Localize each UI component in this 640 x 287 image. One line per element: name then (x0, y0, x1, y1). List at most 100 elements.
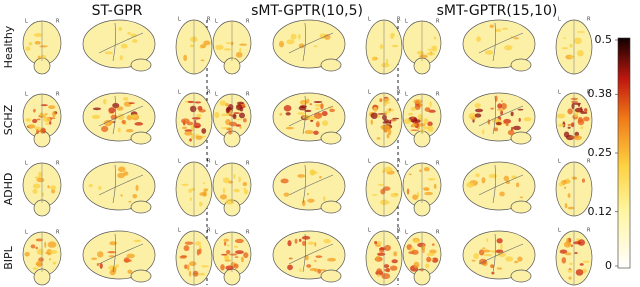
sulcus (492, 233, 496, 273)
activation (48, 105, 56, 110)
hemisphere-right: R (246, 161, 250, 167)
activation (482, 129, 485, 135)
activation (427, 121, 433, 127)
activation (486, 238, 489, 243)
activation (564, 252, 572, 256)
activation (188, 270, 192, 277)
activation (582, 260, 590, 263)
activation (497, 252, 507, 258)
row-label: ADHD (2, 173, 15, 206)
activation (568, 55, 575, 59)
activation (32, 267, 38, 270)
activation (431, 45, 438, 52)
cerebellum (130, 131, 152, 145)
activation (117, 127, 121, 133)
activation (386, 133, 390, 139)
activation (419, 54, 428, 59)
hemisphere-right: R (56, 92, 60, 98)
activation (320, 103, 324, 110)
hemisphere-right: R (436, 19, 440, 25)
brain-grid: L R L R L R L R L R L RL R L R L R L R L R L RL R L R L R L R L R L RL R L R… (22, 17, 593, 286)
activation (382, 121, 392, 124)
hemisphere-right: R (207, 159, 211, 165)
activation (301, 199, 306, 207)
activation (488, 173, 498, 179)
activation (36, 129, 40, 135)
activation (504, 44, 513, 51)
activation (189, 197, 192, 202)
hemisphere-right: R (397, 228, 401, 234)
activation (377, 113, 386, 115)
activation (570, 97, 579, 101)
activation (503, 175, 510, 182)
activation (391, 259, 398, 264)
activation (433, 183, 437, 189)
activation (581, 178, 586, 183)
activation (390, 192, 399, 198)
activation (414, 238, 418, 243)
activation (108, 255, 115, 258)
activation (225, 249, 231, 255)
activation (423, 188, 430, 191)
activation (317, 121, 320, 124)
hemisphere-right: R (587, 228, 591, 234)
activation (104, 51, 114, 55)
activation (418, 269, 425, 271)
activation (32, 118, 38, 124)
activation (408, 173, 412, 176)
activation (294, 238, 298, 244)
activation (310, 119, 314, 122)
activation (280, 178, 289, 184)
activation (487, 119, 491, 125)
activation (190, 133, 195, 140)
activation (411, 249, 419, 255)
hemisphere-right: R (436, 230, 440, 236)
activation (392, 117, 400, 120)
activation (491, 271, 495, 275)
activation (184, 264, 188, 270)
activation (301, 101, 306, 105)
hemisphere-right: R (397, 90, 401, 96)
activation (323, 238, 331, 244)
activation (376, 114, 381, 118)
activation (383, 111, 391, 114)
cerebellum (130, 58, 152, 72)
cerebellum (130, 269, 152, 283)
sulcus (112, 164, 116, 204)
activation (28, 41, 33, 46)
hemisphere-right: R (246, 19, 250, 25)
activation (225, 265, 234, 271)
activation (428, 109, 436, 113)
activation (379, 199, 389, 206)
sulcus (492, 95, 496, 135)
activation (203, 40, 211, 46)
activation (315, 255, 323, 259)
activation (376, 240, 382, 245)
activation (121, 119, 126, 124)
activation (567, 126, 571, 129)
activation (327, 106, 334, 109)
activation (563, 37, 566, 39)
activation (377, 183, 384, 186)
activation (513, 37, 519, 40)
activation (283, 192, 290, 197)
activation (376, 255, 379, 262)
activation (183, 245, 190, 252)
hemisphere-right: R (436, 92, 440, 98)
activation (110, 114, 118, 120)
activation (505, 256, 513, 262)
activation (35, 260, 43, 267)
activation (196, 249, 200, 256)
activation (567, 123, 572, 126)
activation (563, 241, 572, 248)
activation (583, 116, 590, 122)
activation (514, 260, 519, 264)
activation (200, 265, 210, 268)
activation (229, 253, 238, 256)
activation (220, 253, 228, 256)
activation (187, 264, 190, 271)
activation (320, 269, 327, 271)
activation (301, 240, 307, 246)
hemisphere-right: R (397, 17, 401, 23)
activation (573, 112, 579, 118)
